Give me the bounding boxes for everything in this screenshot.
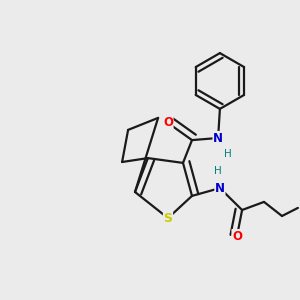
Text: H: H xyxy=(224,149,232,159)
Text: O: O xyxy=(232,230,242,243)
Text: N: N xyxy=(215,182,225,195)
Text: O: O xyxy=(163,116,173,130)
Text: H: H xyxy=(214,166,222,176)
Text: N: N xyxy=(213,131,223,145)
Text: S: S xyxy=(164,212,172,225)
